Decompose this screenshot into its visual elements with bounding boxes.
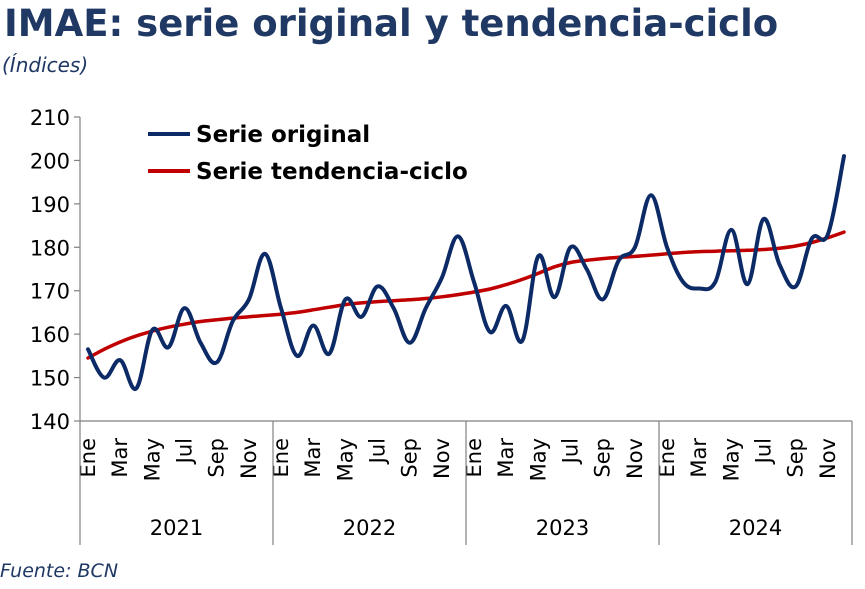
x-tick-label-month: Nov: [623, 438, 647, 479]
chart-subtitle: (Índices): [2, 53, 89, 77]
chart-title: IMAE: serie original y tendencia-ciclo: [4, 2, 779, 45]
x-tick-label-month: Jul: [559, 438, 583, 465]
x-tick-label-month: Mar: [494, 438, 518, 478]
y-tick-label: 200: [30, 149, 70, 173]
y-tick-label: 170: [30, 280, 70, 304]
y-tick-label: 150: [30, 367, 70, 391]
x-tick-label-month: Nov: [430, 438, 454, 479]
y-tick-label: 140: [30, 410, 70, 434]
x-tick-label-month: Mar: [108, 438, 132, 478]
y-tick-label: 210: [30, 106, 70, 130]
x-tick-label-year: 2022: [343, 516, 396, 540]
x-tick-label-month: May: [526, 438, 550, 481]
x-tick-label-month: May: [333, 438, 357, 481]
legend-label-trend: Serie tendencia-ciclo: [196, 159, 468, 185]
x-tick-label-month: Sep: [398, 438, 422, 478]
x-tick-label-month: Mar: [687, 438, 711, 478]
x-tick-label-month: Nov: [237, 438, 261, 479]
x-tick-label-month: May: [140, 438, 164, 481]
chart-legend: Serie original Serie tendencia-ciclo: [148, 122, 468, 185]
x-tick-label-month: Sep: [784, 438, 808, 478]
x-tick-label-year: 2024: [729, 516, 782, 540]
x-tick-label-year: 2021: [150, 516, 203, 540]
x-tick-label-month: Nov: [816, 438, 840, 479]
y-tick-label: 190: [30, 193, 70, 217]
x-tick-label-month: May: [719, 438, 743, 481]
x-tick-label-month: Jul: [752, 438, 776, 465]
y-tick-label: 180: [30, 236, 70, 260]
series-line-original: [86, 154, 846, 391]
chart-lines: [86, 154, 846, 391]
x-tick-label-month: Mar: [301, 438, 325, 478]
x-tick-label-month: Jul: [173, 438, 197, 465]
x-tick-label-month: Sep: [591, 438, 615, 478]
x-tick-label-month: Sep: [205, 438, 229, 478]
x-tick-label-year: 2023: [536, 516, 589, 540]
y-tick-label: 160: [30, 323, 70, 347]
chart-source: Fuente: BCN: [0, 560, 119, 582]
series-line-trend: [86, 230, 846, 360]
legend-label-original: Serie original: [196, 122, 370, 148]
x-tick-label-month: Jul: [366, 438, 390, 465]
